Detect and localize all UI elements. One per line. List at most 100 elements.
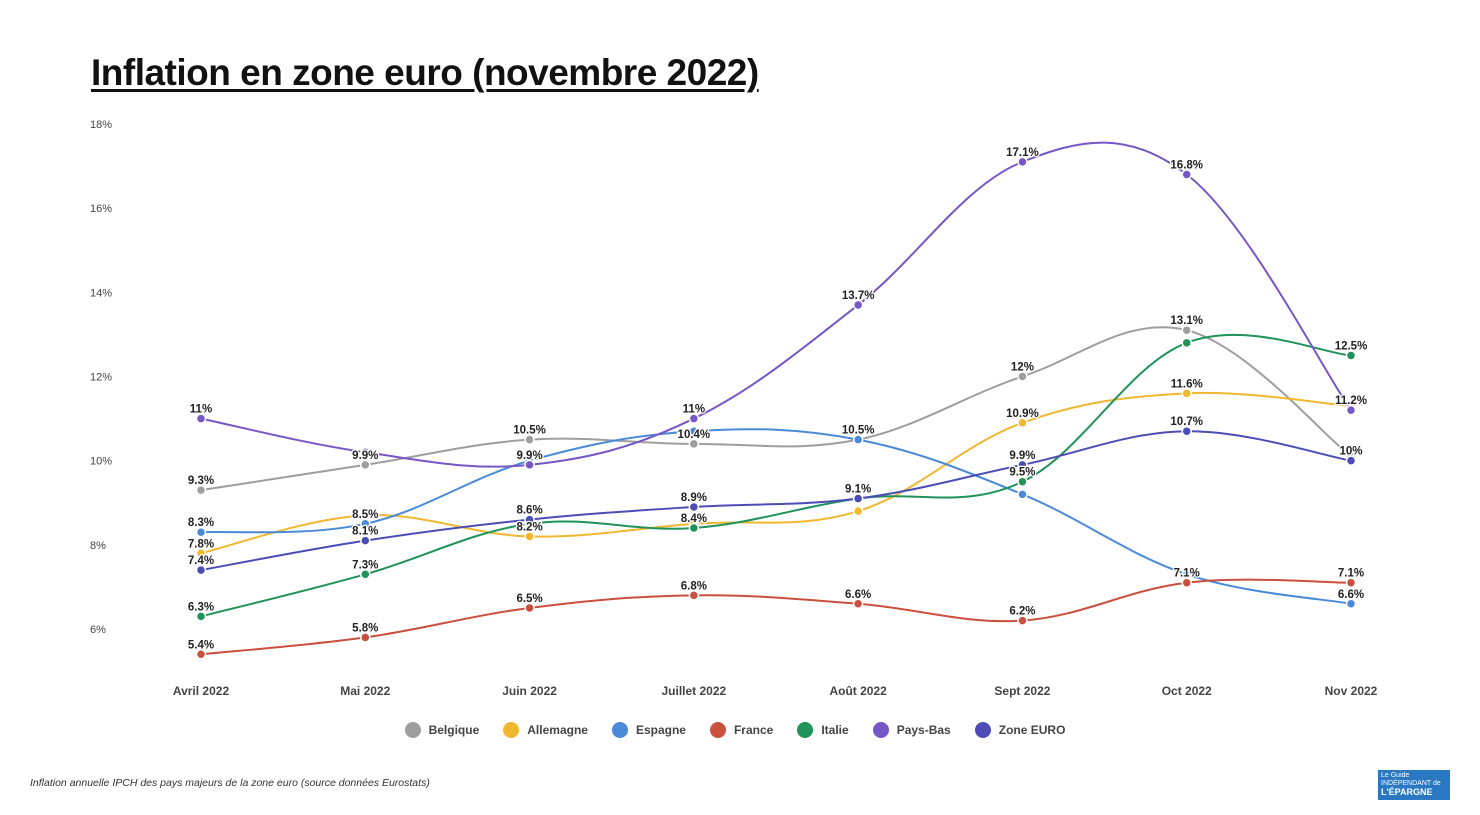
footnote: Inflation annuelle IPCH des pays majeurs… xyxy=(30,777,430,789)
legend-item: Allemagne xyxy=(503,722,588,738)
x-tick-label: Nov 2022 xyxy=(1325,684,1378,698)
data-point-pays-bas xyxy=(852,299,864,311)
x-tick-label: Sept 2022 xyxy=(994,684,1050,698)
data-label-france: 6.8% xyxy=(681,580,707,592)
data-label-pays-bas: 9.9% xyxy=(516,450,542,462)
data-label-pays-bas: 11% xyxy=(683,404,705,416)
data-point-zone-euro xyxy=(1345,455,1357,466)
data-point-pays-bas xyxy=(1181,169,1192,180)
legend-item: Zone EURO xyxy=(974,722,1065,738)
data-label-france: 7.1% xyxy=(1174,568,1200,580)
data-point-allemagne xyxy=(195,548,207,559)
data-point-france xyxy=(852,598,864,609)
data-label-italie: 12.5% xyxy=(1335,340,1368,352)
data-label-espagne: 8.5% xyxy=(352,509,378,521)
data-label-zone-euro: 7.4% xyxy=(188,555,214,567)
data-point-zone-euro xyxy=(852,493,864,504)
y-tick-label: 6% xyxy=(90,624,106,636)
data-point-espagne xyxy=(360,518,371,530)
data-label-pays-bas: 11% xyxy=(190,404,212,416)
data-label-espagne: 10.5% xyxy=(842,425,875,437)
legend-swatch xyxy=(503,722,520,738)
data-point-allemagne xyxy=(1181,388,1192,399)
data-point-pays-bas xyxy=(360,447,371,458)
data-point-zone-euro xyxy=(195,564,207,576)
data-label-belgique: 10.5% xyxy=(513,425,546,437)
data-label-zone-euro: 10.7% xyxy=(1170,416,1203,428)
data-point-belgique xyxy=(360,459,371,471)
x-tick-label: Juin 2022 xyxy=(502,684,557,698)
legend-label: Espagne xyxy=(635,723,686,737)
data-point-espagne xyxy=(852,434,864,445)
data-point-pays-bas xyxy=(524,459,535,471)
y-tick-label: 16% xyxy=(90,203,112,215)
chart-title: Inflation en zone euro (novembre 2022) xyxy=(91,52,759,93)
data-label-france: 6.5% xyxy=(516,593,542,605)
data-label-allemagne: 11.6% xyxy=(1171,378,1203,390)
data-point-belgique xyxy=(688,438,700,450)
data-point-espagne xyxy=(1017,489,1028,500)
data-label-belgique: 12% xyxy=(1011,362,1034,374)
data-point-zone-euro xyxy=(1181,425,1192,437)
data-label-france: 5.4% xyxy=(188,639,214,651)
data-label-pays-bas: 11.2% xyxy=(1335,395,1367,407)
data-label-belgique: 9.3% xyxy=(188,475,214,487)
series-line-espagne xyxy=(200,428,1352,605)
legend-label: Belgique xyxy=(428,723,480,737)
data-label-zone-euro: 9.9% xyxy=(1009,450,1035,462)
legend-swatch xyxy=(611,722,628,738)
data-label-zone-euro: 10% xyxy=(1339,446,1362,458)
data-label-belgique: 10.4% xyxy=(678,429,711,441)
series-line-belgique xyxy=(200,326,1352,492)
data-point-italie xyxy=(1181,337,1192,349)
data-label-zone-euro: 8.1% xyxy=(352,526,378,538)
series-line-italie xyxy=(200,334,1352,618)
legend-item: France xyxy=(709,722,774,738)
data-point-italie xyxy=(1017,476,1028,487)
data-point-zone-euro xyxy=(524,514,535,525)
data-label-belgique: 13.1% xyxy=(1170,315,1203,327)
legend-item: Belgique xyxy=(404,722,480,738)
data-label-allemagne: 10.9% xyxy=(1006,408,1039,420)
data-label-espagne: 8.3% xyxy=(188,517,214,529)
x-tick-label: Avril 2022 xyxy=(173,684,230,698)
data-point-belgique xyxy=(1181,324,1192,336)
data-label-pays-bas: 16.8% xyxy=(1170,160,1203,172)
data-point-france xyxy=(524,602,535,614)
series-line-allemagne xyxy=(200,391,1352,555)
data-point-allemagne xyxy=(524,531,535,542)
y-tick-label: 10% xyxy=(90,456,112,468)
data-label-france: 6.6% xyxy=(845,589,871,601)
data-point-france xyxy=(1017,615,1028,626)
data-label-italie: 6.3% xyxy=(188,601,214,613)
x-tick-label: Mai 2022 xyxy=(340,684,390,698)
data-label-zone-euro: 8.6% xyxy=(516,505,542,517)
data-label-belgique: 9.9% xyxy=(352,450,378,462)
legend-label: Italie xyxy=(821,723,849,737)
data-point-italie xyxy=(688,522,700,534)
data-point-france xyxy=(195,649,207,660)
x-tick-label: Août 2022 xyxy=(829,684,887,698)
data-label-italie: 7.3% xyxy=(352,559,378,571)
data-point-pays-bas xyxy=(1017,156,1028,168)
legend-label: France xyxy=(733,723,774,737)
legend: Belgique Allemagne Espagne France Italie Pays… xyxy=(0,722,1480,738)
y-tick-label: 12% xyxy=(90,372,112,384)
data-point-zone-euro xyxy=(360,535,371,546)
data-point-espagne xyxy=(688,425,700,437)
data-point-belgique xyxy=(195,484,207,496)
x-tick-label: Oct 2022 xyxy=(1162,684,1212,698)
data-point-belgique xyxy=(1017,371,1028,382)
data-point-allemagne xyxy=(852,505,864,517)
legend-swatch xyxy=(974,722,991,738)
data-label-zone-euro: 8.9% xyxy=(681,492,707,504)
legend-swatch xyxy=(872,722,889,738)
series-line-zone-euro xyxy=(200,430,1352,572)
legend-item: Pays-Bas xyxy=(872,722,951,738)
data-label-zone-euro: 9.1% xyxy=(845,484,871,496)
data-point-belgique xyxy=(524,434,535,445)
data-point-espagne xyxy=(195,526,207,538)
data-point-pays-bas xyxy=(688,413,700,424)
data-label-italie: 8.4% xyxy=(681,513,707,525)
